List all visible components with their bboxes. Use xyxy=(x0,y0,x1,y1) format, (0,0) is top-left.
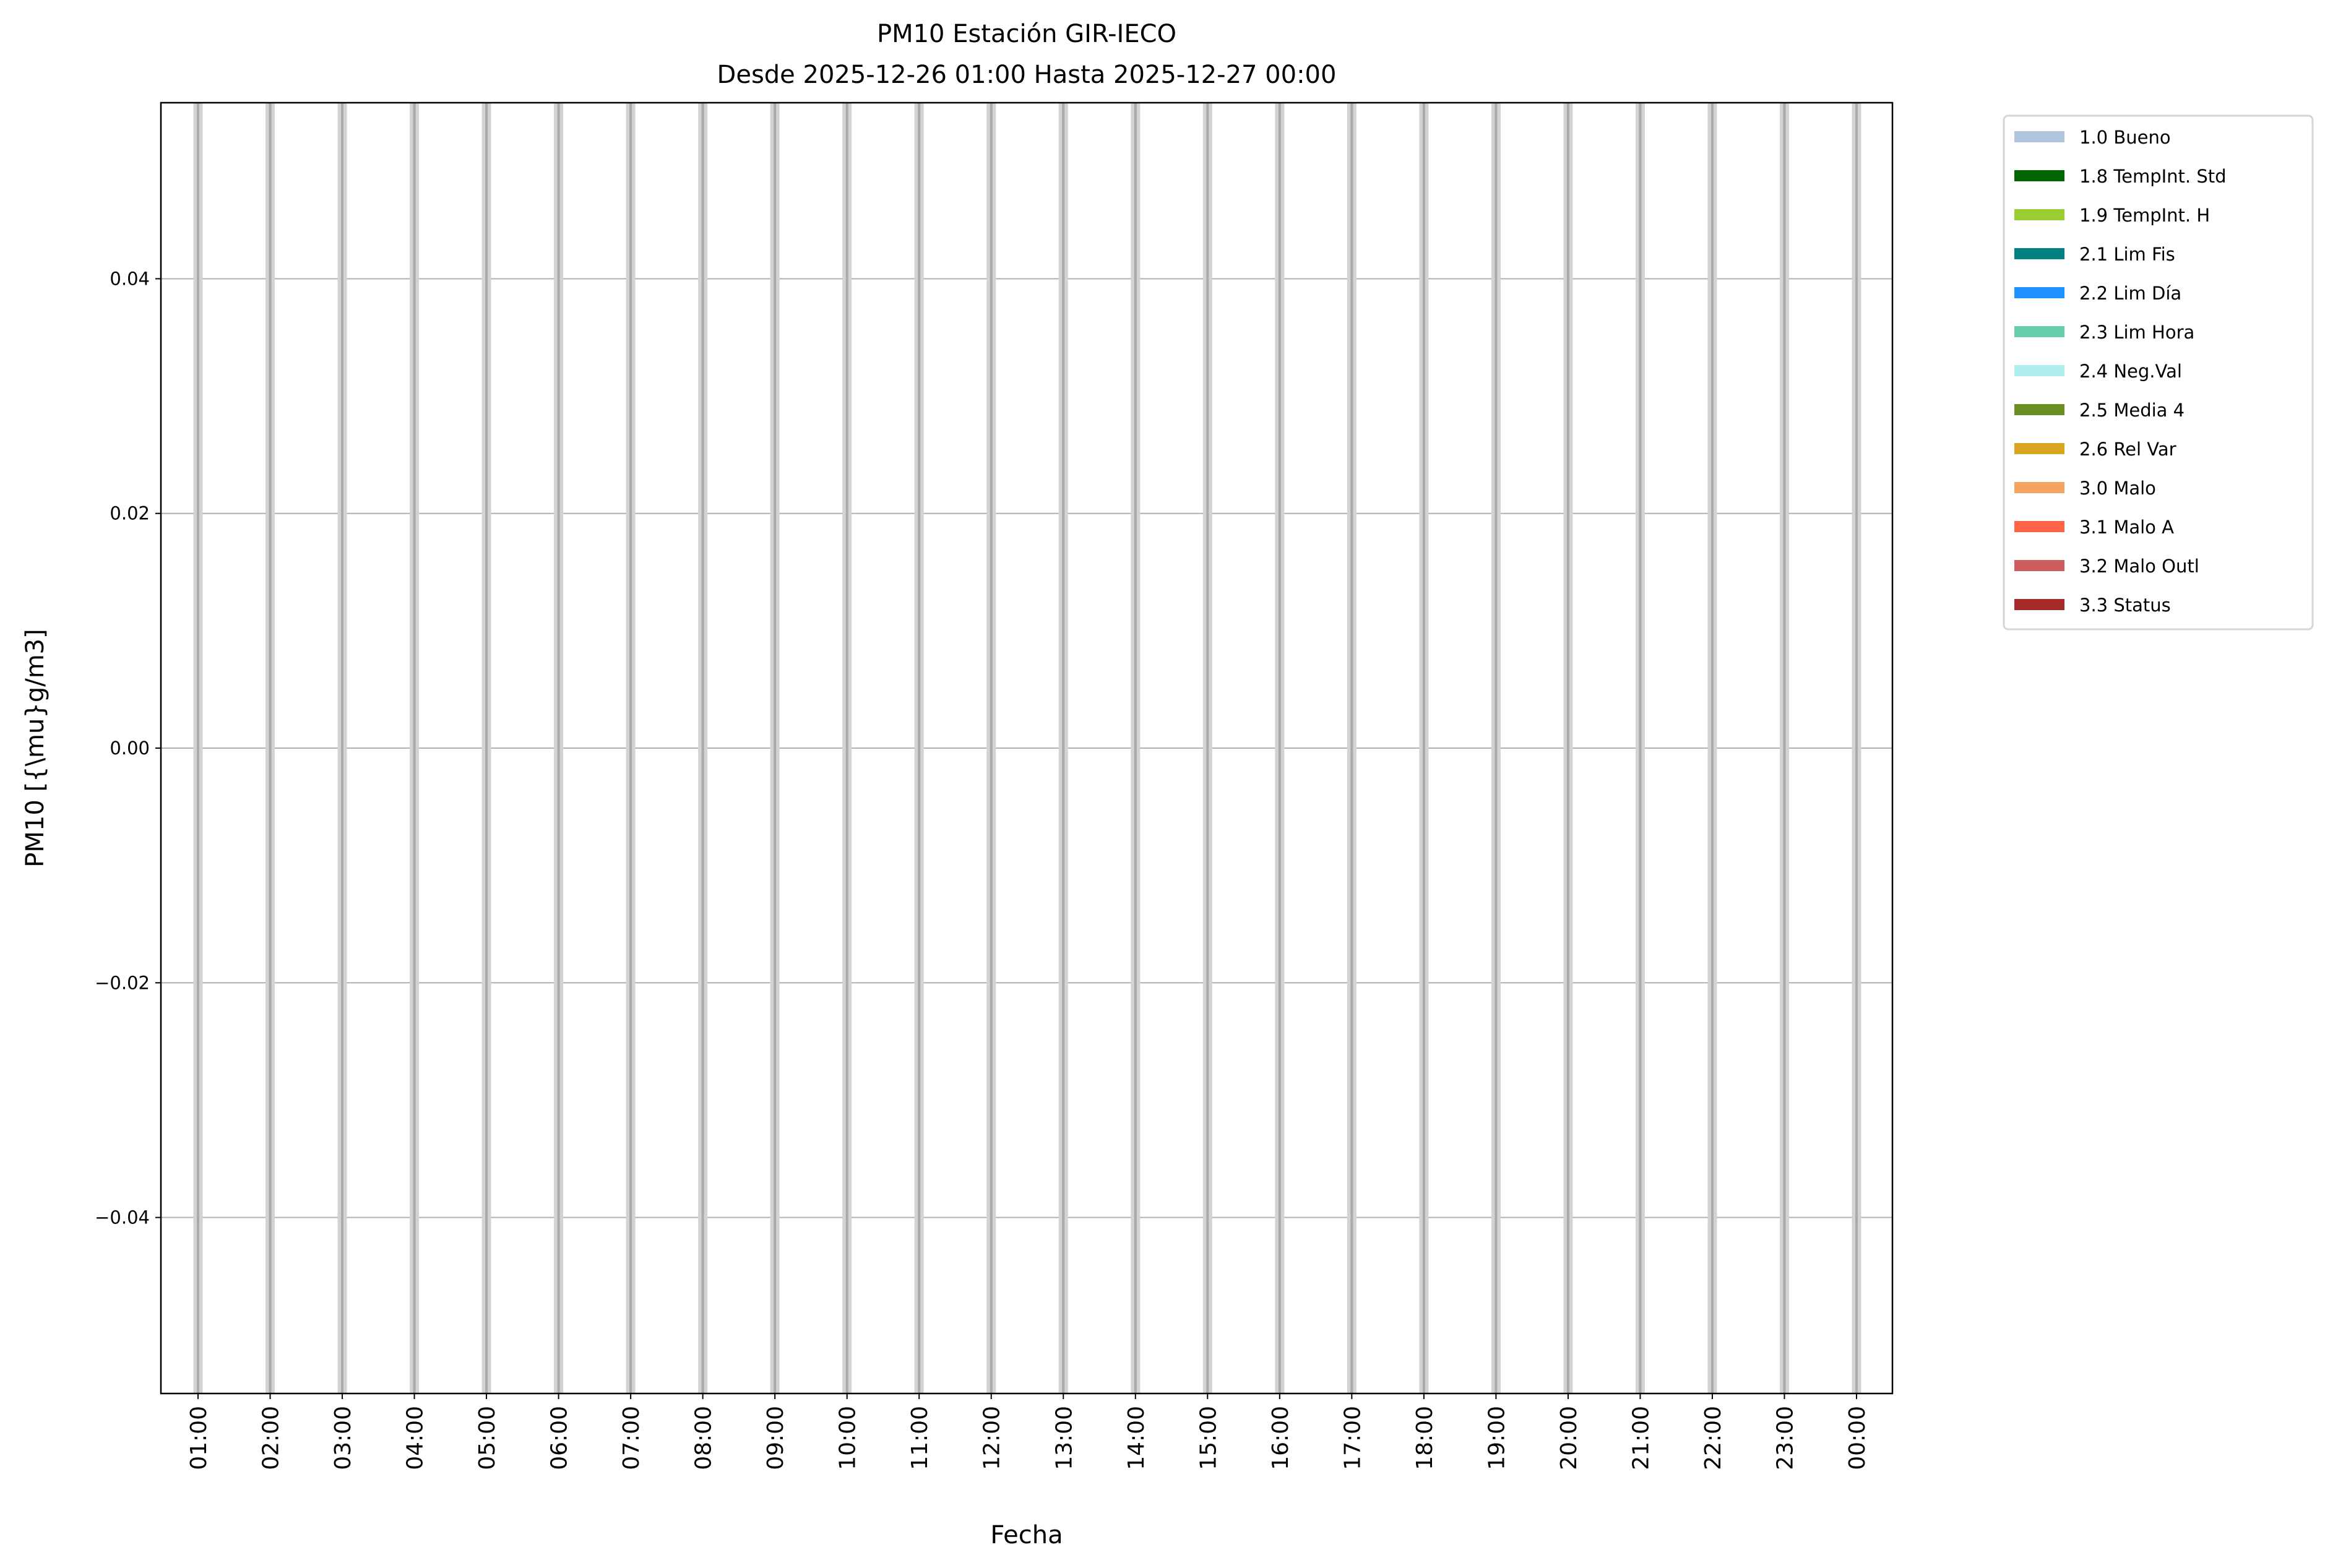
hour-marker-center xyxy=(1639,103,1642,1394)
legend-swatch xyxy=(2014,170,2064,181)
hour-marker-center xyxy=(845,103,848,1394)
x-tick-label: 21:00 xyxy=(1628,1406,1654,1470)
x-tick-label: 12:00 xyxy=(980,1406,1005,1470)
x-tick-label: 20:00 xyxy=(1556,1406,1582,1470)
y-tick-label: 0.00 xyxy=(110,738,150,759)
legend-label: 3.3 Status xyxy=(2079,595,2171,616)
legend-label: 3.0 Malo xyxy=(2079,478,2156,499)
hour-marker-center xyxy=(1783,103,1786,1394)
x-tick-label: 17:00 xyxy=(1340,1406,1365,1470)
x-tick-label: 09:00 xyxy=(763,1406,788,1470)
hour-marker-center xyxy=(1134,103,1137,1394)
hour-marker-center xyxy=(774,103,777,1394)
hour-marker-center xyxy=(197,103,199,1394)
x-tick-label: 03:00 xyxy=(330,1406,356,1470)
x-tick-label: 22:00 xyxy=(1701,1406,1726,1470)
legend-label: 1.8 TempInt. Std xyxy=(2079,166,2227,187)
hour-markers xyxy=(193,103,1861,1394)
grid xyxy=(161,103,1892,1394)
hour-marker-center xyxy=(701,103,704,1394)
hour-marker-center xyxy=(413,103,416,1394)
x-tick-label: 15:00 xyxy=(1196,1406,1221,1470)
hour-marker-center xyxy=(269,103,272,1394)
x-tick-label: 06:00 xyxy=(547,1406,572,1470)
legend-label: 3.2 Malo Outl xyxy=(2079,556,2199,577)
legend-swatch xyxy=(2014,209,2064,220)
x-axis-label: Fecha xyxy=(990,1521,1063,1549)
x-tick-label: 19:00 xyxy=(1484,1406,1509,1470)
x-tick-label: 05:00 xyxy=(475,1406,500,1470)
x-tick-label: 02:00 xyxy=(259,1406,284,1470)
hour-marker-center xyxy=(1855,103,1858,1394)
hour-marker-center xyxy=(1422,103,1425,1394)
x-tick-label: 10:00 xyxy=(835,1406,861,1470)
x-tick-label: 01:00 xyxy=(186,1406,212,1470)
hour-marker-center xyxy=(990,103,993,1394)
chart-title: PM10 Estación GIR-IECO xyxy=(877,20,1176,48)
x-tick-label: 11:00 xyxy=(907,1406,933,1470)
legend-swatch xyxy=(2014,404,2064,415)
x-tick-label: 13:00 xyxy=(1051,1406,1077,1470)
x-tick-label: 04:00 xyxy=(403,1406,428,1470)
hour-marker-center xyxy=(557,103,560,1394)
x-tick-label: 16:00 xyxy=(1268,1406,1293,1470)
legend-swatch xyxy=(2014,443,2064,454)
hour-marker-center xyxy=(1350,103,1353,1394)
legend-swatch xyxy=(2014,287,2064,298)
hour-marker-center xyxy=(341,103,344,1394)
y-tick-label: 0.02 xyxy=(110,503,150,524)
hour-marker-center xyxy=(1278,103,1281,1394)
x-tick-label: 00:00 xyxy=(1845,1406,1870,1470)
y-tick-label: 0.04 xyxy=(110,268,150,289)
legend-swatch xyxy=(2014,248,2064,259)
x-tick-label: 14:00 xyxy=(1124,1406,1149,1470)
hour-marker-center xyxy=(1062,103,1065,1394)
x-axis: 01:00 02:00 03:00 04:00 05:00 06:00 07:00 08:00… xyxy=(186,1394,1870,1470)
legend-frame xyxy=(2003,114,2314,631)
legend-swatch xyxy=(2014,560,2064,571)
y-axis-label: PM10 [{\mu}g/m3] xyxy=(21,629,50,867)
hour-marker-center xyxy=(485,103,488,1394)
hour-marker-center xyxy=(629,103,632,1394)
hour-marker-center xyxy=(918,103,921,1394)
legend-label: 2.5 Media 4 xyxy=(2079,400,2185,421)
legend-label: 2.1 Lim Fis xyxy=(2079,244,2175,265)
legend-label: 1.0 Bueno xyxy=(2079,127,2171,148)
legend-swatch xyxy=(2014,599,2064,610)
y-tick-label: −0.04 xyxy=(95,1207,150,1228)
legend-swatch xyxy=(2014,365,2064,376)
hour-marker-center xyxy=(1206,103,1209,1394)
legend-swatch xyxy=(2014,326,2064,337)
legend-label: 2.3 Lim Hora xyxy=(2079,322,2194,343)
y-tick-label: −0.02 xyxy=(95,972,150,993)
legend-label: 2.4 Neg.Val xyxy=(2079,361,2182,382)
legend-swatch xyxy=(2014,131,2064,142)
chart-subtitle: Desde 2025-12-26 01:00 Hasta 2025-12-27 … xyxy=(717,61,1337,89)
hour-marker-center xyxy=(1495,103,1498,1394)
legend-label: 2.2 Lim Día xyxy=(2079,283,2181,304)
hour-marker-center xyxy=(1566,103,1569,1394)
x-tick-label: 07:00 xyxy=(619,1406,644,1470)
legend: 1.0 Bueno 1.8 TempInt. Std 1.9 TempInt. H 2… xyxy=(2003,114,2314,631)
x-tick-label: 23:00 xyxy=(1772,1406,1798,1470)
hour-marker-center xyxy=(1710,103,1714,1394)
legend-swatch xyxy=(2014,521,2064,532)
x-tick-label: 18:00 xyxy=(1412,1406,1438,1470)
legend-label: 2.6 Rel Var xyxy=(2079,439,2176,460)
y-axis: −0.04 −0.02 0.00 0.02 0.04 xyxy=(95,268,161,1228)
x-tick-label: 08:00 xyxy=(691,1406,717,1470)
legend-label: 3.1 Malo A xyxy=(2079,517,2174,538)
legend-swatch xyxy=(2014,482,2064,493)
legend-label: 1.9 TempInt. H xyxy=(2079,205,2210,226)
